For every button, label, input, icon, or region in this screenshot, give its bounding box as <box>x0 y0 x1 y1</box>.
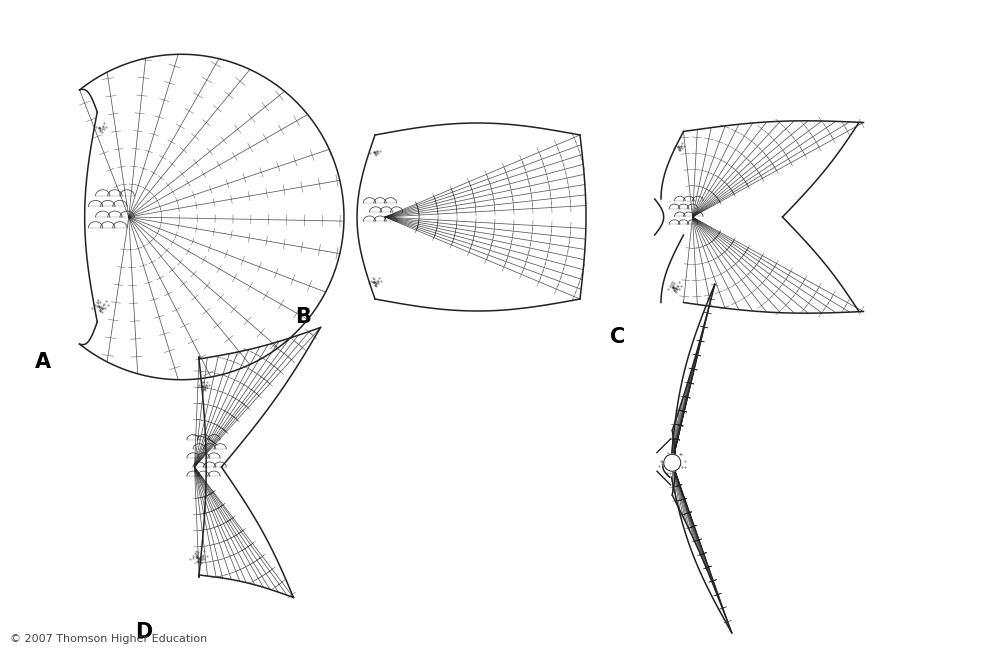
Text: D: D <box>135 622 152 642</box>
Text: B: B <box>295 307 311 327</box>
Text: A: A <box>35 352 51 372</box>
Text: C: C <box>610 327 625 347</box>
Text: © 2007 Thomson Higher Education: © 2007 Thomson Higher Education <box>10 634 207 644</box>
Circle shape <box>664 454 681 471</box>
